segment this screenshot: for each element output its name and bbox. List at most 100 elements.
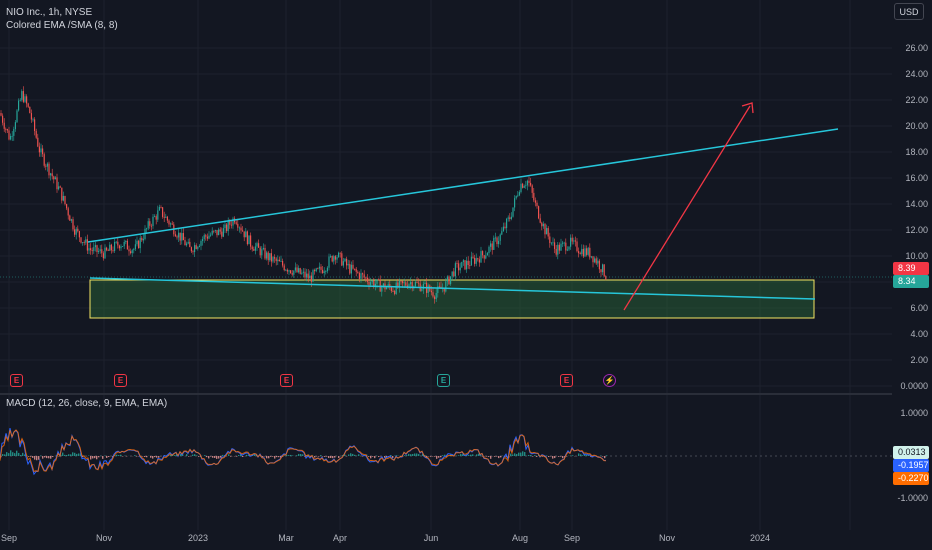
candle-body <box>341 253 343 266</box>
support-zone[interactable] <box>89 279 815 319</box>
lightning-icon[interactable]: ⚡ <box>603 374 616 387</box>
price-label: 18.00 <box>905 147 928 157</box>
candle-body <box>133 249 135 251</box>
candle-body <box>106 247 108 251</box>
currency-button[interactable]: USD <box>894 3 924 20</box>
candle-body <box>29 106 31 114</box>
candle-body <box>16 110 18 123</box>
candle-body <box>416 282 418 283</box>
candle-body <box>411 282 413 289</box>
candle-body <box>542 223 544 227</box>
candle-body <box>437 286 439 294</box>
macd-bar <box>442 455 444 456</box>
candle-body <box>578 251 580 254</box>
candle-body <box>546 228 548 235</box>
candle-body <box>291 273 293 275</box>
symbol-title[interactable]: NIO Inc., 1h, NYSE <box>6 7 93 18</box>
earnings-icon[interactable]: E <box>10 374 23 387</box>
candle-body <box>466 260 468 270</box>
candle-body <box>222 228 224 237</box>
candle-body <box>386 287 388 290</box>
candle-body <box>8 130 10 140</box>
macd-bar <box>262 456 264 457</box>
candle-body <box>66 204 68 209</box>
macd-bar <box>192 454 194 456</box>
macd-bar <box>44 456 46 458</box>
candle-body <box>224 224 226 229</box>
macd-bar <box>348 454 350 456</box>
candle-body <box>211 230 213 235</box>
macd-bar <box>534 455 536 456</box>
macd-legend[interactable]: MACD (12, 26, close, 9, EMA, EMA) <box>6 398 168 409</box>
candle-body <box>506 218 508 229</box>
earnings-icon[interactable]: E <box>560 374 573 387</box>
candle-body <box>160 207 162 208</box>
candle-body <box>354 268 356 270</box>
macd-bar <box>326 456 328 457</box>
macd-bar <box>2 454 4 456</box>
candle-body <box>250 235 252 247</box>
candle-body <box>186 243 188 246</box>
macd-bar <box>438 456 440 458</box>
time-label: Jun <box>423 533 439 543</box>
earnings-icon[interactable]: E <box>280 374 293 387</box>
candle-body <box>358 272 360 279</box>
macd-bar <box>248 455 250 456</box>
candle-body <box>355 268 357 272</box>
candle-body <box>541 222 543 227</box>
candle-body <box>54 177 56 180</box>
price-label: 10.00 <box>905 251 928 261</box>
indicator-legend[interactable]: Colored EMA /SMA (8, 8) <box>6 20 118 31</box>
upper-trendline[interactable] <box>87 128 839 243</box>
candle-body <box>51 173 53 177</box>
macd-bar <box>204 455 206 456</box>
earnings-icon[interactable]: E <box>114 374 127 387</box>
candle-body <box>205 235 207 237</box>
candle-body <box>14 122 16 130</box>
macd-bar <box>554 456 556 459</box>
candle-body <box>472 256 474 258</box>
candle-body <box>410 282 412 285</box>
projection-arrow[interactable] <box>623 105 751 311</box>
macd-bar <box>370 456 372 459</box>
macd-bar <box>552 456 554 459</box>
lower-trendline[interactable] <box>89 277 816 300</box>
macd-bar <box>606 455 608 456</box>
macd-bar <box>38 456 40 460</box>
candle-body <box>392 290 394 292</box>
macd-bar <box>514 453 516 456</box>
macd-bar <box>152 456 154 459</box>
candle-body <box>350 264 352 274</box>
macd-bar <box>344 454 346 456</box>
macd-bar <box>60 454 62 456</box>
candle-body <box>376 279 378 284</box>
macd-bar <box>496 456 498 457</box>
macd-bar <box>236 456 238 457</box>
candle-body <box>253 249 255 251</box>
candle-body <box>339 252 341 254</box>
macd-bar <box>286 455 288 456</box>
candle-body <box>480 251 482 263</box>
candle-body <box>352 264 354 269</box>
candle-body <box>454 263 456 277</box>
macd-bar <box>424 454 426 456</box>
candle-body <box>320 266 322 270</box>
macd-bar <box>524 452 526 456</box>
macd-bar <box>468 455 470 456</box>
candle-body <box>571 237 573 242</box>
candle-body <box>314 270 316 272</box>
macd-bar <box>150 456 152 458</box>
macd-bar <box>510 453 512 456</box>
macd-bar <box>30 456 32 457</box>
macd-bar <box>440 456 442 458</box>
earnings-icon[interactable]: E <box>437 374 450 387</box>
macd-bar <box>490 456 492 459</box>
candle-body <box>21 91 23 100</box>
candle-body <box>125 240 127 242</box>
candle-body <box>373 280 375 287</box>
macd-bar <box>532 456 534 457</box>
macd-bar <box>68 454 70 456</box>
candle-body <box>485 255 487 259</box>
